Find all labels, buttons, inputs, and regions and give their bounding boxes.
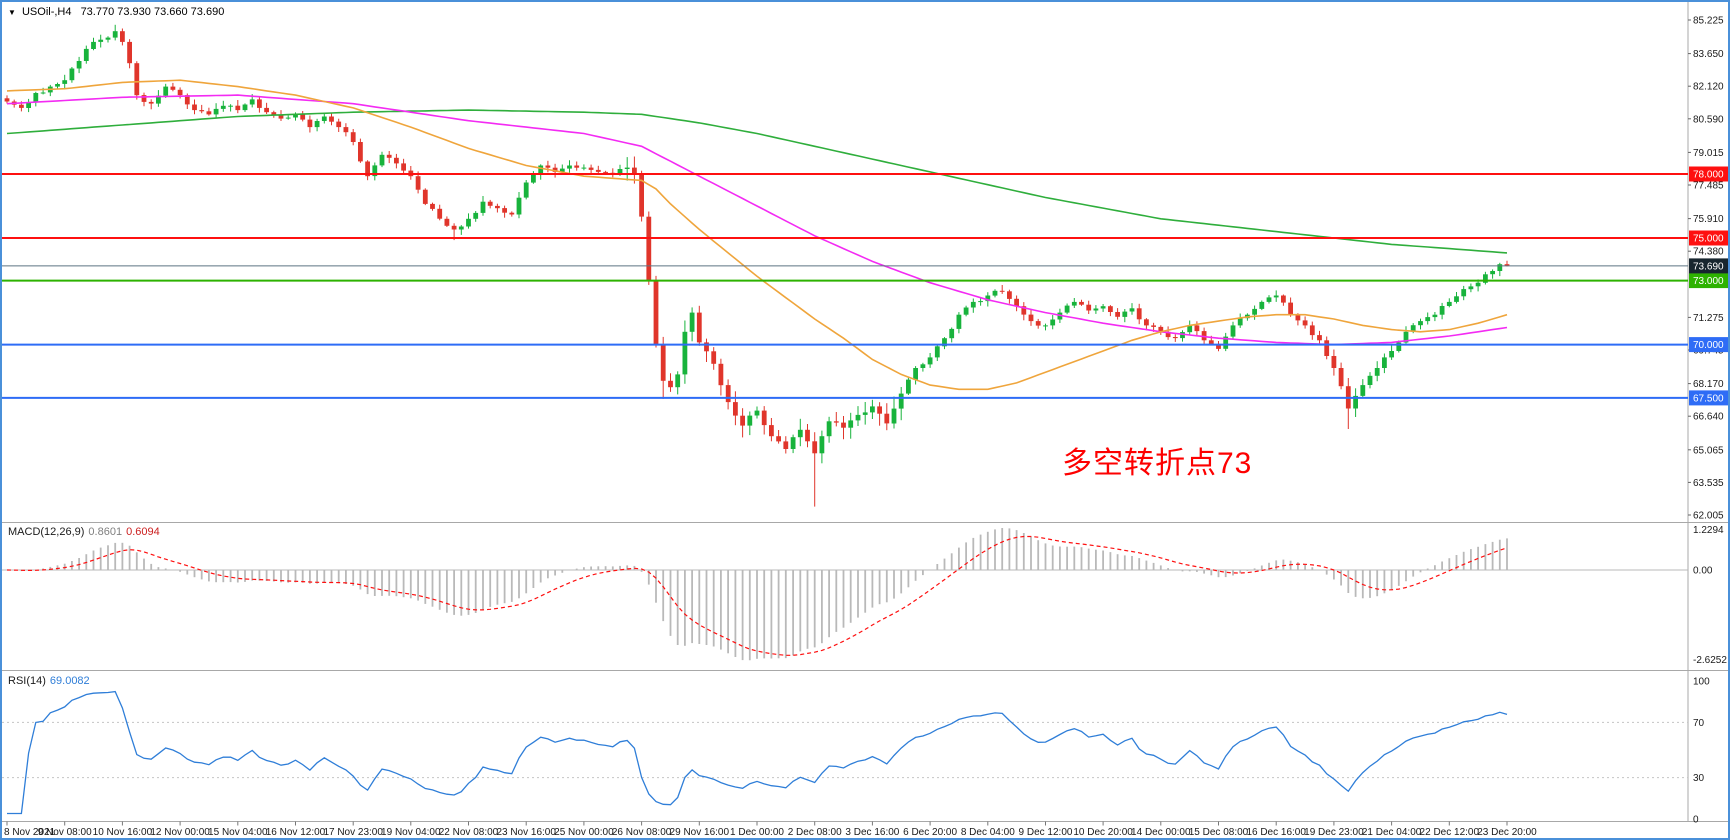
chart-annotation-text[interactable]: 多空转折点73 xyxy=(1062,447,1253,480)
time-axis-label: 15 Dec 08:00 xyxy=(1189,827,1249,838)
price-axis-label: 79.015 xyxy=(1693,148,1724,159)
time-axis-label: 19 Nov 04:00 xyxy=(381,827,441,838)
price-axis-label: 74.380 xyxy=(1693,247,1724,258)
price-axis-label: 77.485 xyxy=(1693,181,1724,192)
time-axis-label: 9 Nov 08:00 xyxy=(38,827,92,838)
panel-dividers xyxy=(2,2,1728,822)
rsi-indicator-label: RSI(14) 69.0082 xyxy=(8,675,90,687)
time-axis-label: 3 Dec 16:00 xyxy=(845,827,899,838)
price-badge-78.000: 78.000 xyxy=(1689,166,1728,182)
time-axis-label: 15 Nov 04:00 xyxy=(208,827,268,838)
svg-text:73.000: 73.000 xyxy=(1693,276,1724,287)
macd-signal-line xyxy=(6,535,1508,656)
svg-text:70.000: 70.000 xyxy=(1693,340,1724,351)
macd-main-value: 0.8601 xyxy=(88,526,123,538)
price-axis-label: 80.590 xyxy=(1693,114,1724,125)
price-axis-label: 71.275 xyxy=(1693,313,1724,324)
time-axis-label: 14 Dec 00:00 xyxy=(1131,827,1191,838)
current-price-badge: 73.690 xyxy=(1689,258,1728,274)
svg-text:78.000: 78.000 xyxy=(1693,170,1724,181)
time-axis-label: 23 Dec 20:00 xyxy=(1477,827,1537,838)
macd-name: MACD(12,26,9) xyxy=(8,526,85,538)
price-axis-label: 63.535 xyxy=(1693,478,1724,489)
time-axis-label: 1 Dec 00:00 xyxy=(730,827,784,838)
ohlc-values: 73.770 73.930 73.660 73.690 xyxy=(80,6,225,18)
symbol-dropdown-icon[interactable]: ▼ xyxy=(8,8,16,17)
macd-histogram xyxy=(13,528,1508,661)
rsi-axis-label: 70 xyxy=(1693,718,1705,729)
time-axis-label: 17 Nov 23:00 xyxy=(323,827,383,838)
rsi-name: RSI(14) xyxy=(8,675,46,687)
ma-line-slow-green xyxy=(6,109,1508,254)
time-axis-label: 16 Nov 12:00 xyxy=(266,827,326,838)
symbol-label: USOil-,H4 xyxy=(21,6,72,18)
svg-text:75.000: 75.000 xyxy=(1693,234,1724,245)
time-axis-label: 16 Dec 16:00 xyxy=(1246,827,1306,838)
chart-header: ▼ USOil-,H4 73.770 73.930 73.660 73.690 xyxy=(8,6,224,18)
rsi-value: 69.0082 xyxy=(49,675,90,687)
time-axis-label: 29 Nov 16:00 xyxy=(670,827,730,838)
rsi-line xyxy=(7,690,1508,815)
price-badge-70.000: 70.000 xyxy=(1689,337,1728,353)
macd-axis-label: 0.00 xyxy=(1693,566,1713,577)
price-axis-label: 82.120 xyxy=(1693,82,1724,93)
time-axis-label: 8 Nov 2021 xyxy=(4,827,56,838)
price-axis-label: 83.650 xyxy=(1693,49,1724,60)
price-badge-75.000: 75.000 xyxy=(1689,230,1728,246)
rsi-axis-label: 100 xyxy=(1693,677,1710,688)
macd-axis-label: 1.2294 xyxy=(1693,525,1724,536)
price-axis-label: 66.640 xyxy=(1693,412,1724,423)
time-axis-label: 9 Dec 12:00 xyxy=(1019,827,1073,838)
time-axis-label: 10 Nov 16:00 xyxy=(93,827,153,838)
rsi-axis-label: 30 xyxy=(1693,773,1705,784)
rsi-axis-label: 0 xyxy=(1693,815,1699,826)
price-axis-label: 62.005 xyxy=(1693,511,1724,522)
time-axis-label: 21 Dec 04:00 xyxy=(1362,827,1422,838)
ma-line-fast-orange xyxy=(6,79,1508,391)
price-axis-label: 65.065 xyxy=(1693,445,1724,456)
time-axis-label: 22 Nov 08:00 xyxy=(439,827,499,838)
time-axis-label: 25 Nov 00:00 xyxy=(554,827,614,838)
macd-axis: 1.2294 0.00 -2.6252 xyxy=(1693,525,1727,666)
price-axis-label: 85.225 xyxy=(1693,16,1724,27)
rsi-axis: 100 70 30 0 xyxy=(1693,677,1710,826)
macd-indicator-label: MACD(12,26,9) 0.8601 0.6094 xyxy=(8,526,160,538)
price-axis-label: 68.170 xyxy=(1693,379,1724,390)
ma-line-mid-magenta xyxy=(6,94,1508,346)
price-badge-73.000: 73.000 xyxy=(1689,273,1728,289)
time-axis-label: 12 Nov 00:00 xyxy=(150,827,210,838)
time-axis-label: 8 Dec 04:00 xyxy=(961,827,1015,838)
time-axis-label: 10 Dec 20:00 xyxy=(1073,827,1133,838)
time-axis-label: 22 Dec 12:00 xyxy=(1420,827,1480,838)
time-axis-label: 2 Dec 08:00 xyxy=(788,827,842,838)
svg-text:73.690: 73.690 xyxy=(1693,261,1724,272)
time-axis-label: 23 Nov 16:00 xyxy=(496,827,556,838)
price-badge-67.500: 67.500 xyxy=(1689,390,1728,406)
macd-signal-value: 0.6094 xyxy=(126,526,160,538)
time-axis-label: 19 Dec 23:00 xyxy=(1304,827,1364,838)
price-axis-label: 75.910 xyxy=(1693,214,1724,225)
macd-axis-label: -2.6252 xyxy=(1693,655,1727,666)
time-axis-label: 6 Dec 20:00 xyxy=(903,827,957,838)
time-axis-label: 26 Nov 08:00 xyxy=(612,827,672,838)
svg-text:67.500: 67.500 xyxy=(1693,393,1724,404)
